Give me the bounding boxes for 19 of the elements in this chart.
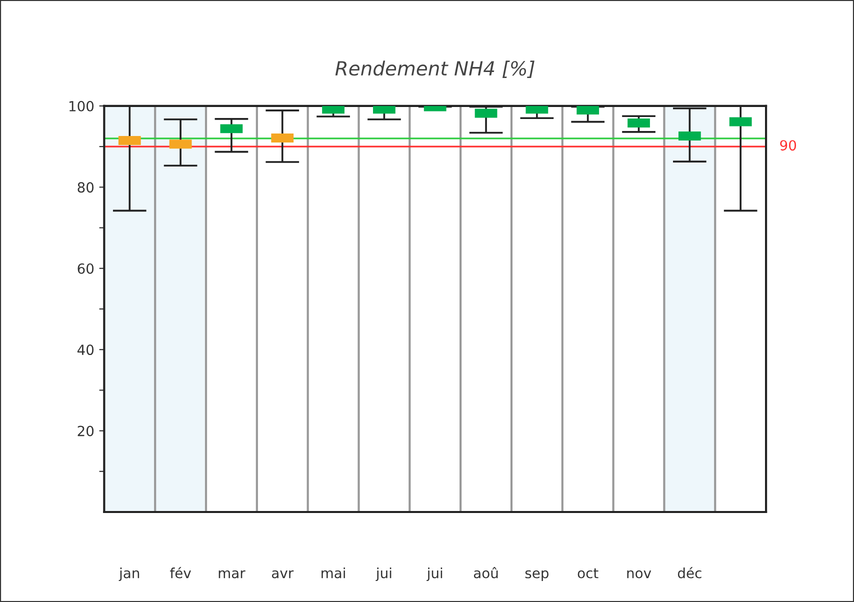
x-tick-label: sep	[525, 570, 548, 581]
x-tick-label: jui	[426, 568, 442, 581]
x-tick-label: aoû	[474, 567, 498, 578]
x-tick-label: oct	[578, 568, 598, 578]
y-tick-label: 40	[77, 344, 94, 356]
x-tick-label: nov	[627, 570, 652, 578]
y-tick-label: 80	[78, 182, 94, 193]
x-tick-label: fév	[170, 567, 191, 578]
y-tick-label: 100	[69, 100, 94, 112]
x-tick-label: mai	[322, 568, 345, 578]
chart-title: Rendement NH4 [%]	[335, 60, 534, 78]
x-tick-label: déc	[678, 567, 702, 578]
x-tick-label: jan	[118, 568, 140, 581]
x-tick-label: avr	[272, 570, 294, 578]
y-tick-label: 60	[78, 263, 94, 274]
ref-line-label: 90	[780, 140, 796, 151]
y-tick-label: 20	[78, 426, 94, 436]
x-tick-label: jui	[376, 568, 392, 581]
x-tick-label: mar	[218, 570, 246, 578]
